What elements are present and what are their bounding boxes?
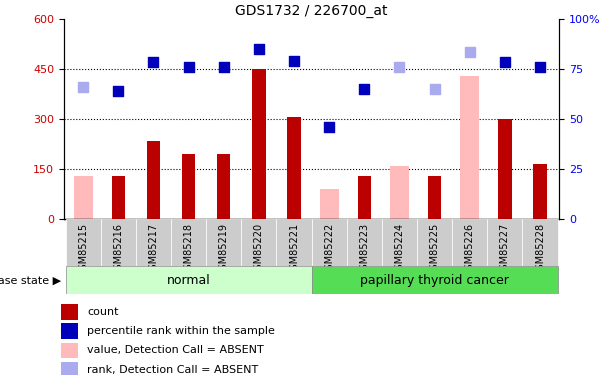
Bar (488, 219, 522, 266)
Text: GSM85216: GSM85216 (113, 223, 123, 276)
Bar (206, 219, 241, 266)
Bar (358, 176, 371, 219)
Bar (390, 166, 409, 219)
Text: rank, Detection Call = ABSENT: rank, Detection Call = ABSENT (87, 364, 258, 375)
Bar (61, 304, 78, 320)
Text: GSM85220: GSM85220 (254, 223, 264, 276)
Bar (277, 219, 311, 266)
Bar (288, 117, 301, 219)
Text: GSM85225: GSM85225 (430, 223, 440, 276)
Bar (112, 176, 125, 219)
Point (219, 64, 229, 70)
Text: percentile rank within the sample: percentile rank within the sample (87, 326, 275, 336)
Text: count: count (87, 307, 119, 317)
Text: GSM85228: GSM85228 (535, 223, 545, 276)
Title: GDS1732 / 226700_at: GDS1732 / 226700_at (235, 4, 388, 18)
Bar (428, 176, 441, 219)
Point (114, 88, 123, 94)
Point (465, 49, 475, 55)
Bar (382, 219, 417, 266)
Bar (417, 219, 452, 266)
Bar (61, 343, 78, 358)
Bar (136, 219, 171, 266)
Point (78, 84, 88, 90)
Bar (252, 69, 266, 219)
Bar (66, 266, 311, 294)
Point (324, 124, 334, 130)
Point (148, 59, 158, 65)
Point (184, 64, 193, 70)
Text: GSM85222: GSM85222 (324, 223, 334, 276)
Point (430, 86, 440, 92)
Text: GSM85227: GSM85227 (500, 223, 510, 276)
Text: GSM85221: GSM85221 (289, 223, 299, 276)
Text: GSM85223: GSM85223 (359, 223, 369, 276)
Point (395, 64, 404, 70)
Point (500, 59, 510, 65)
Bar (452, 219, 488, 266)
Text: value, Detection Call = ABSENT: value, Detection Call = ABSENT (87, 345, 264, 355)
Bar (171, 219, 206, 266)
Point (359, 86, 369, 92)
Text: GSM85219: GSM85219 (219, 223, 229, 276)
Text: normal: normal (167, 274, 210, 287)
Bar (74, 176, 93, 219)
Bar (61, 362, 78, 375)
Point (535, 64, 545, 70)
Bar (347, 219, 382, 266)
Text: GSM85217: GSM85217 (148, 223, 159, 276)
Bar (498, 119, 511, 219)
Bar (460, 76, 480, 219)
Text: GSM85224: GSM85224 (395, 223, 404, 276)
Bar (61, 324, 78, 339)
Bar (217, 154, 230, 219)
Bar (533, 164, 547, 219)
Bar (320, 189, 339, 219)
Point (289, 57, 299, 63)
Bar (182, 154, 195, 219)
Text: disease state ▶: disease state ▶ (0, 275, 61, 285)
Bar (311, 266, 558, 294)
Text: papillary thyroid cancer: papillary thyroid cancer (360, 274, 509, 287)
Text: GSM85215: GSM85215 (78, 223, 88, 276)
Text: GSM85226: GSM85226 (465, 223, 475, 276)
Bar (522, 219, 558, 266)
Bar (101, 219, 136, 266)
Bar (66, 219, 101, 266)
Bar (311, 219, 347, 266)
Bar (241, 219, 277, 266)
Point (254, 46, 264, 52)
Text: GSM85218: GSM85218 (184, 223, 193, 276)
Bar (147, 141, 160, 219)
